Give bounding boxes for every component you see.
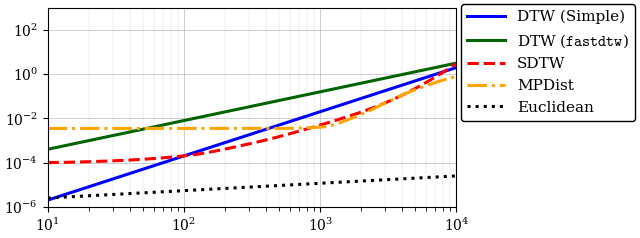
SDTW	[44, 161, 51, 164]
DTW (\texttt{fastdtw})	[452, 62, 460, 64]
SDTW	[379, 103, 387, 105]
SDTW	[238, 144, 246, 147]
Euclidean	[379, 178, 387, 181]
Euclidean	[443, 175, 451, 178]
DTW (\texttt{fastdtw})	[379, 77, 387, 80]
Euclidean	[452, 174, 460, 177]
DTW (Simple)	[443, 69, 451, 72]
SDTW	[443, 69, 451, 71]
Legend: DTW (Simple), DTW ($\mathtt{fastdtw}$), SDTW, MPDist, Euclidean: DTW (Simple), DTW ($\mathtt{fastdtw}$), …	[461, 4, 635, 121]
DTW (Simple)	[44, 199, 51, 202]
Line: MPDist: MPDist	[47, 76, 456, 129]
SDTW	[265, 138, 273, 141]
MPDist	[238, 127, 246, 130]
Euclidean	[241, 186, 248, 189]
MPDist	[379, 103, 387, 105]
DTW (\texttt{fastdtw})	[287, 97, 295, 99]
MPDist	[241, 127, 248, 130]
MPDist	[452, 75, 460, 78]
MPDist	[443, 78, 451, 80]
DTW (\texttt{fastdtw})	[443, 64, 451, 67]
DTW (Simple)	[238, 136, 246, 139]
DTW (\texttt{fastdtw})	[265, 101, 273, 104]
Line: SDTW: SDTW	[47, 64, 456, 163]
SDTW	[287, 132, 295, 135]
SDTW	[452, 62, 460, 65]
MPDist	[265, 127, 273, 130]
DTW (Simple)	[452, 66, 460, 69]
DTW (Simple)	[379, 90, 387, 93]
MPDist	[287, 127, 295, 130]
DTW (Simple)	[241, 135, 248, 138]
DTW (\texttt{fastdtw})	[238, 107, 246, 110]
Line: Euclidean: Euclidean	[47, 176, 456, 198]
Line: DTW (Simple): DTW (Simple)	[47, 68, 456, 200]
Euclidean	[287, 183, 295, 186]
Euclidean	[238, 186, 246, 189]
Euclidean	[265, 185, 273, 188]
Line: DTW (\texttt{fastdtw}): DTW (\texttt{fastdtw})	[47, 63, 456, 149]
DTW (\texttt{fastdtw})	[241, 106, 248, 109]
Euclidean	[44, 197, 51, 199]
DTW (Simple)	[265, 127, 273, 130]
DTW (Simple)	[287, 120, 295, 123]
MPDist	[44, 127, 51, 130]
DTW (\texttt{fastdtw})	[44, 148, 51, 151]
SDTW	[241, 144, 248, 146]
